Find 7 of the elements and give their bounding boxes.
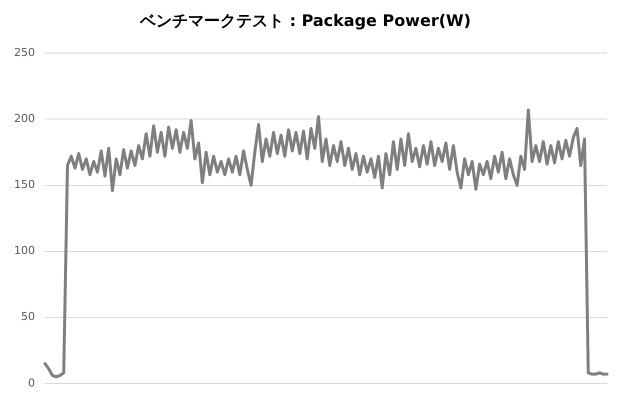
y-tick-label: 200 — [14, 112, 35, 126]
y-tick-label: 100 — [14, 244, 35, 258]
y-tick-label: 150 — [14, 178, 35, 192]
y-tick-label: 0 — [28, 376, 35, 390]
y-tick-label: 50 — [20, 310, 35, 324]
y-tick-label: 250 — [14, 46, 35, 60]
chart-title: ベンチマークテスト : Package Power(W) — [139, 10, 471, 30]
